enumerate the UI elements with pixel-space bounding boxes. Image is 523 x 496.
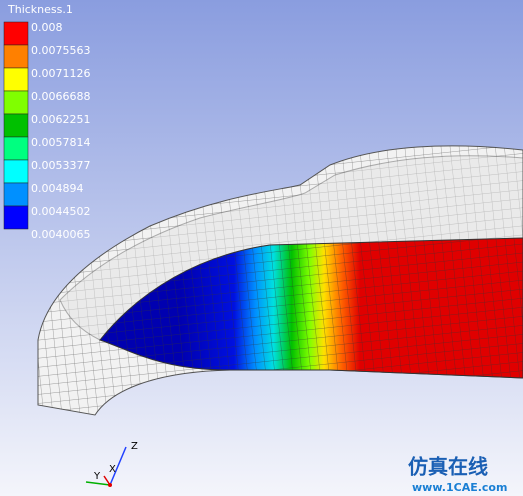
legend-label: 0.0040065 bbox=[31, 228, 91, 241]
axis-triad: Z X Y bbox=[85, 441, 138, 487]
legend-label: 0.004894 bbox=[31, 182, 84, 195]
legend-label: 0.008 bbox=[31, 21, 63, 34]
watermark-url: www.1CAE.com bbox=[412, 481, 507, 494]
field-mesh bbox=[100, 238, 523, 378]
legend-swatch bbox=[3, 113, 29, 138]
legend-label: 0.0053377 bbox=[31, 159, 91, 172]
legend-swatch bbox=[3, 205, 29, 230]
legend-swatch bbox=[3, 182, 29, 207]
legend-label: 0.0044502 bbox=[31, 205, 91, 218]
watermark-title: 仿真在线 bbox=[408, 455, 488, 479]
legend-swatch bbox=[3, 67, 29, 92]
legend-swatch bbox=[3, 44, 29, 69]
legend-label: 0.0066688 bbox=[31, 90, 91, 103]
legend-label: 0.0062251 bbox=[31, 113, 91, 126]
triad-origin bbox=[108, 483, 112, 487]
z-axis bbox=[109, 446, 127, 486]
legend-label: 0.0075563 bbox=[31, 44, 91, 57]
y-axis bbox=[85, 481, 111, 486]
legend-swatch bbox=[3, 21, 29, 46]
legend-label: 0.0057814 bbox=[31, 136, 91, 149]
legend-title: Thickness.1 bbox=[7, 3, 73, 16]
z-label: Z bbox=[131, 441, 138, 452]
legend-swatch bbox=[3, 159, 29, 184]
y-label: Y bbox=[93, 471, 101, 482]
legend-label: 0.0071126 bbox=[31, 67, 91, 80]
x-label: X bbox=[109, 464, 116, 475]
legend: 0.008 0.0075563 0.0071126 0.0066688 0.006225… bbox=[3, 21, 91, 241]
legend-swatch bbox=[3, 136, 29, 161]
legend-swatch bbox=[3, 90, 29, 115]
